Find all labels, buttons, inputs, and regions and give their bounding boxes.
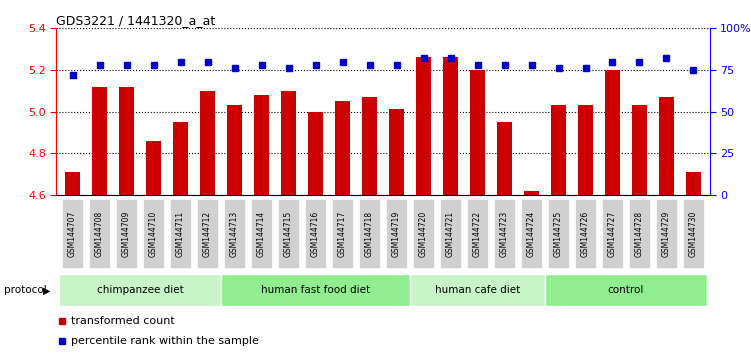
FancyBboxPatch shape (170, 199, 192, 268)
FancyBboxPatch shape (683, 199, 704, 268)
Text: control: control (608, 285, 644, 295)
Text: GSM144726: GSM144726 (581, 211, 590, 257)
Text: GSM144722: GSM144722 (473, 211, 482, 257)
Text: GSM144709: GSM144709 (122, 210, 131, 257)
Bar (119, 87, 134, 195)
FancyBboxPatch shape (116, 199, 137, 268)
Text: GSM144728: GSM144728 (635, 211, 644, 257)
Bar (443, 57, 458, 195)
Text: GSM144708: GSM144708 (95, 211, 104, 257)
Bar (335, 101, 350, 195)
Bar (389, 109, 404, 195)
Text: chimpanzee diet: chimpanzee diet (97, 285, 183, 295)
FancyBboxPatch shape (466, 199, 488, 268)
Text: GSM144710: GSM144710 (149, 211, 158, 257)
Bar (659, 97, 674, 195)
Text: GSM144725: GSM144725 (554, 211, 563, 257)
FancyBboxPatch shape (439, 199, 461, 268)
Bar (227, 105, 242, 195)
Bar (578, 105, 593, 195)
Text: GSM144707: GSM144707 (68, 210, 77, 257)
Bar (605, 70, 620, 195)
FancyBboxPatch shape (224, 199, 246, 268)
FancyBboxPatch shape (143, 199, 164, 268)
Bar (524, 190, 539, 195)
Text: GSM144720: GSM144720 (419, 211, 428, 257)
Text: GSM144712: GSM144712 (203, 211, 212, 257)
Bar (470, 70, 485, 195)
FancyBboxPatch shape (221, 274, 410, 306)
Text: GSM144714: GSM144714 (257, 211, 266, 257)
FancyBboxPatch shape (332, 199, 353, 268)
FancyBboxPatch shape (359, 199, 380, 268)
FancyBboxPatch shape (545, 274, 707, 306)
Bar (497, 122, 512, 195)
Text: GSM144713: GSM144713 (230, 211, 239, 257)
FancyBboxPatch shape (62, 199, 83, 268)
Bar (254, 95, 269, 195)
FancyBboxPatch shape (251, 199, 273, 268)
FancyBboxPatch shape (59, 274, 221, 306)
Text: GSM144724: GSM144724 (527, 211, 536, 257)
Text: GSM144721: GSM144721 (446, 211, 455, 257)
Bar (65, 172, 80, 195)
Text: GSM144727: GSM144727 (608, 211, 617, 257)
Bar (686, 172, 701, 195)
FancyBboxPatch shape (410, 274, 545, 306)
Bar (200, 91, 215, 195)
Text: GSM144719: GSM144719 (392, 211, 401, 257)
FancyBboxPatch shape (629, 199, 650, 268)
Text: human fast food diet: human fast food diet (261, 285, 370, 295)
Text: percentile rank within the sample: percentile rank within the sample (71, 336, 258, 346)
FancyBboxPatch shape (493, 199, 515, 268)
Bar (632, 105, 647, 195)
FancyBboxPatch shape (89, 199, 110, 268)
Text: GSM144716: GSM144716 (311, 211, 320, 257)
Text: GSM144730: GSM144730 (689, 210, 698, 257)
Text: GSM144717: GSM144717 (338, 211, 347, 257)
Bar (92, 87, 107, 195)
Text: ▶: ▶ (43, 285, 50, 295)
FancyBboxPatch shape (520, 199, 542, 268)
FancyBboxPatch shape (386, 199, 407, 268)
FancyBboxPatch shape (656, 199, 677, 268)
Text: transformed count: transformed count (71, 316, 174, 326)
Bar (551, 105, 566, 195)
Text: GSM144729: GSM144729 (662, 211, 671, 257)
Bar (362, 97, 377, 195)
Bar (281, 91, 296, 195)
Text: GSM144723: GSM144723 (500, 211, 509, 257)
Bar (308, 112, 323, 195)
Bar (146, 141, 161, 195)
Text: human cafe diet: human cafe diet (435, 285, 520, 295)
Text: GSM144718: GSM144718 (365, 211, 374, 257)
Text: GSM144711: GSM144711 (176, 211, 185, 257)
Text: GDS3221 / 1441320_a_at: GDS3221 / 1441320_a_at (56, 14, 216, 27)
Bar (173, 122, 188, 195)
FancyBboxPatch shape (602, 199, 623, 268)
FancyBboxPatch shape (547, 199, 569, 268)
FancyBboxPatch shape (575, 199, 596, 268)
FancyBboxPatch shape (278, 199, 300, 268)
FancyBboxPatch shape (305, 199, 327, 268)
Text: GSM144715: GSM144715 (284, 211, 293, 257)
FancyBboxPatch shape (197, 199, 219, 268)
Bar (416, 57, 431, 195)
Text: protocol: protocol (4, 285, 47, 295)
FancyBboxPatch shape (413, 199, 434, 268)
